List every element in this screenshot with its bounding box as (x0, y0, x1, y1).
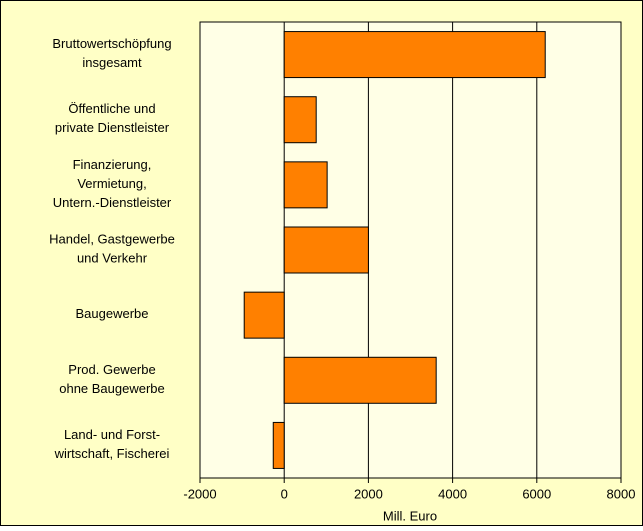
y-tick-label-line: insgesamt (82, 56, 142, 71)
y-tick-label: Handel, Gastgewerbe und Verkehr (49, 232, 175, 266)
y-tick-label-line: Vermietung, (77, 176, 146, 191)
y-tick-label-line: Untern.-Dienstleister (53, 195, 172, 210)
y-tick-label-line: Land- und Forst- (64, 427, 160, 442)
bar (283, 161, 328, 209)
x-tick-label: 0 (281, 486, 288, 501)
y-tick-label-line: private Dienstleister (55, 121, 170, 136)
x-tick-label: 4000 (438, 486, 467, 501)
y-tick-label-line: Handel, Gastgewerbe (49, 232, 175, 247)
x-tick-label: 6000 (522, 486, 551, 501)
y-tick-label-line: Öffentliche und (68, 102, 155, 117)
y-tick-label: Prod. Gewerbe ohne Baugewerbe (59, 362, 165, 396)
x-tick-label: 2000 (354, 486, 383, 501)
plot-area (199, 21, 622, 479)
bar (283, 226, 369, 274)
y-tick-label: Land- und Forst-wirtschaft, Fischerei (54, 427, 170, 461)
y-tick-label-line: Finanzierung, (73, 157, 152, 172)
bar (272, 421, 285, 469)
y-tick-label-line: wirtschaft, Fischerei (54, 446, 170, 461)
x-axis-label: Mill. Euro (383, 508, 437, 523)
y-tick-label-line: Bruttowertschöpfung (52, 37, 171, 52)
y-tick-label-line: Prod. Gewerbe (68, 362, 155, 377)
bar (243, 291, 285, 339)
y-tick-label: Bruttowertschöpfung insgesamt (52, 37, 171, 71)
bar (283, 31, 546, 79)
bar (283, 356, 437, 404)
y-tick-label-line: Baugewerbe (76, 307, 149, 322)
y-tick-label: Öffentliche und private Dienstleister (55, 102, 170, 136)
x-tick-label: -2000 (183, 486, 216, 501)
y-tick-label: Baugewerbe (76, 307, 149, 322)
bar (283, 96, 317, 144)
y-tick-label-line: und Verkehr (77, 251, 148, 266)
y-tick-label-line: ohne Baugewerbe (59, 381, 165, 396)
y-tick-label: Finanzierung, Vermietung, Untern.-Dienstle… (53, 157, 172, 210)
x-tick-label: 8000 (607, 486, 636, 501)
